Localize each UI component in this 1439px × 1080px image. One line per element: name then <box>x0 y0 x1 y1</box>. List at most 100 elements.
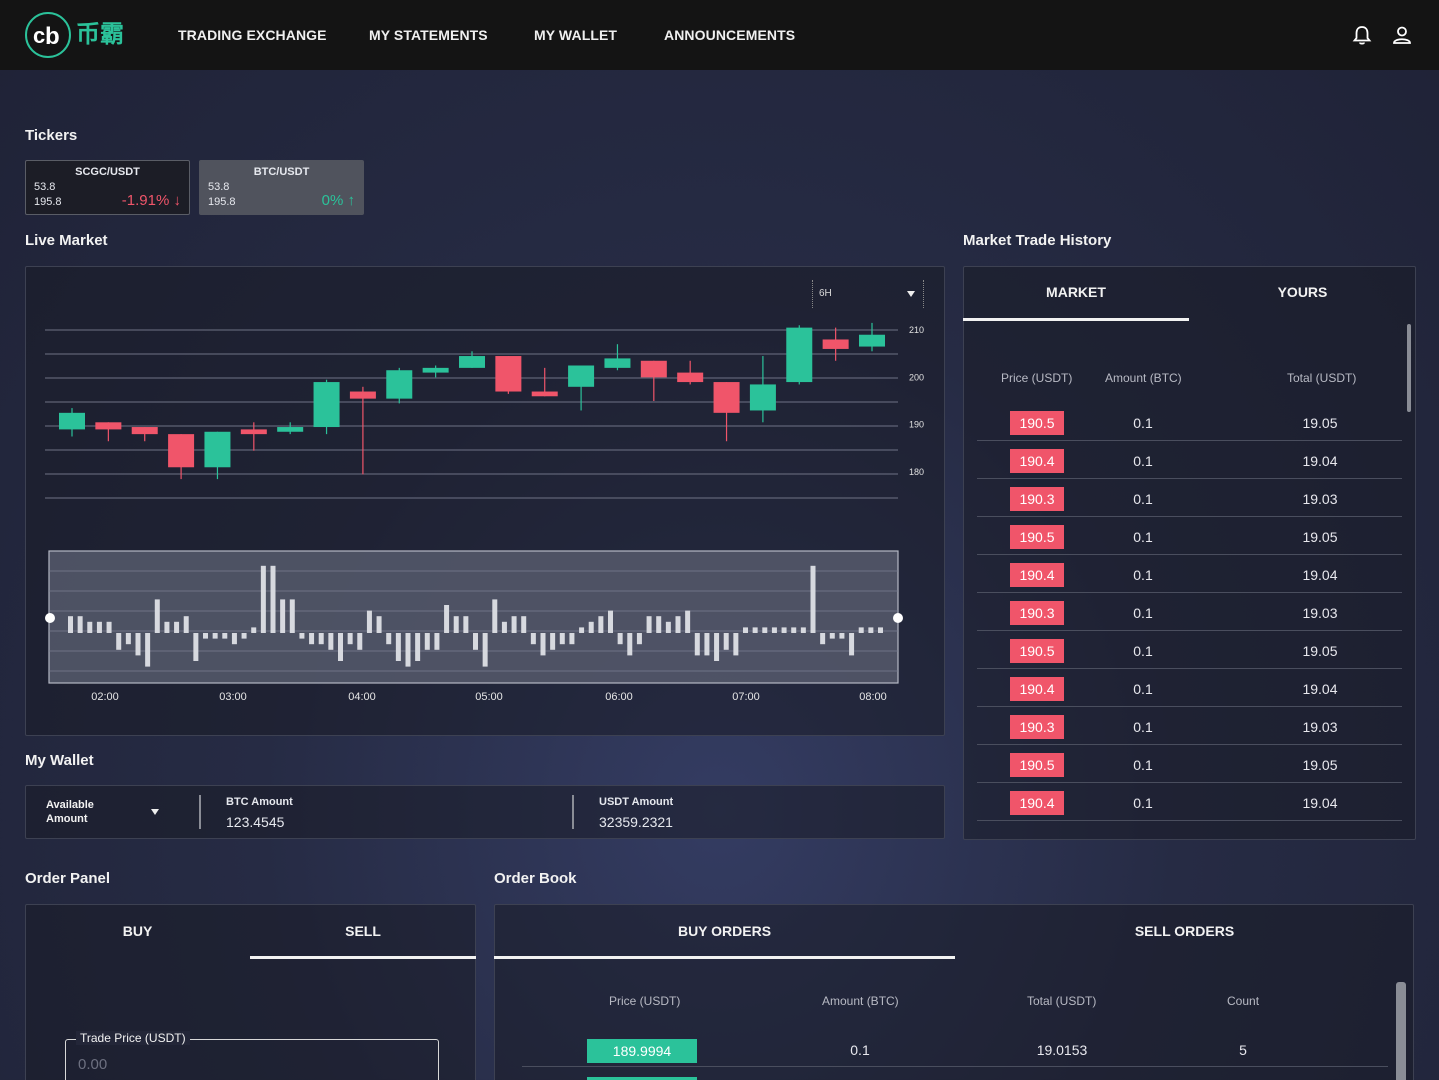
trade-amount: 0.1 <box>1133 529 1153 545</box>
chevron-down-icon <box>907 291 915 297</box>
trade-price-tag[interactable]: 190.4 <box>1010 449 1064 473</box>
tab-sell[interactable]: SELL <box>345 923 381 939</box>
divider <box>199 795 201 829</box>
active-tab-indicator <box>494 956 955 959</box>
wallet-panel <box>25 785 945 839</box>
trade-price-tag[interactable]: 190.3 <box>1010 487 1064 511</box>
btc-amount-value: 123.4545 <box>226 814 285 830</box>
tab-sell-orders[interactable]: SELL ORDERS <box>1134 923 1235 939</box>
row-divider <box>977 478 1402 479</box>
tab-buy-orders[interactable]: BUY ORDERS <box>677 923 772 939</box>
tab-yours[interactable]: YOURS <box>1277 284 1328 300</box>
trade-amount: 0.1 <box>1133 719 1153 735</box>
trade-amount: 0.1 <box>1133 757 1153 773</box>
live-market-title: Live Market <box>25 232 108 249</box>
column-header-amount: Amount (BTC) <box>1105 371 1182 385</box>
ticker-change: -1.91% ↓ <box>121 192 181 209</box>
bell-icon[interactable] <box>1351 24 1373 46</box>
ticker-card-scgc[interactable]: SCGC/USDT 53.8 195.8 -1.91% ↓ <box>25 160 190 215</box>
order-panel <box>25 904 476 1080</box>
live-market-panel <box>25 266 945 736</box>
row-divider <box>977 554 1402 555</box>
trade-amount: 0.1 <box>1133 491 1153 507</box>
trade-price-tag[interactable]: 190.5 <box>1010 753 1064 777</box>
trade-price-tag[interactable]: 190.5 <box>1010 411 1064 435</box>
trade-total: 19.03 <box>1302 719 1338 735</box>
order-amount: 0.1 <box>850 1042 870 1058</box>
row-divider <box>977 668 1402 669</box>
row-divider <box>977 630 1402 631</box>
tab-market[interactable]: MARKET <box>1046 284 1106 300</box>
column-header-price: Price (USDT) <box>609 994 681 1008</box>
trade-total: 19.04 <box>1302 795 1338 811</box>
nav-announcements[interactable]: ANNOUNCEMENTS <box>664 27 796 43</box>
ticker-low: 53.8 <box>208 181 230 193</box>
ticker-low: 53.8 <box>34 181 56 193</box>
interval-value: 6H <box>819 288 832 299</box>
usdt-amount-label: USDT Amount <box>599 796 674 808</box>
order-total: 19.0153 <box>1036 1042 1088 1058</box>
trade-total: 19.03 <box>1302 605 1338 621</box>
wallet-selector-label-line2: Amount <box>46 813 88 825</box>
trade-amount: 0.1 <box>1133 681 1153 697</box>
trade-price-tag[interactable]: 190.4 <box>1010 677 1064 701</box>
order-book-scrollbar[interactable] <box>1396 982 1406 1080</box>
trade-price-tag[interactable]: 190.3 <box>1010 715 1064 739</box>
chevron-down-icon <box>151 809 159 815</box>
tickers-title: Tickers <box>25 127 78 144</box>
trade-total: 19.04 <box>1302 567 1338 583</box>
trade-total: 19.04 <box>1302 453 1338 469</box>
trade-amount: 0.1 <box>1133 415 1153 431</box>
wallet-selector-label-line1: Available <box>46 799 94 811</box>
column-header-price: Price (USDT) <box>1001 371 1073 385</box>
column-header-total: Total (USDT) <box>1287 371 1357 385</box>
row-divider <box>977 440 1402 441</box>
row-divider <box>977 706 1402 707</box>
ticker-high: 195.8 <box>208 196 236 208</box>
ticker-card-btc[interactable]: BTC/USDT 53.8 195.8 0% ↑ <box>199 160 364 215</box>
row-divider <box>977 592 1402 593</box>
column-header-total: Total (USDT) <box>1027 994 1097 1008</box>
ticker-change: 0% ↑ <box>321 192 355 209</box>
trade-total: 19.05 <box>1302 415 1338 431</box>
top-navigation-bar: c b 币霸 TRADING EXCHANGE MY STATEMENTS MY… <box>0 0 1439 70</box>
trade-price-tag[interactable]: 190.3 <box>1010 601 1064 625</box>
brand-logo[interactable]: c b 币霸 <box>24 11 134 59</box>
user-profile-icon[interactable] <box>1391 24 1413 46</box>
trade-price-tag[interactable]: 190.4 <box>1010 563 1064 587</box>
trade-amount: 0.1 <box>1133 795 1153 811</box>
svg-text:b: b <box>45 23 60 50</box>
divider <box>572 795 574 829</box>
interval-dropdown[interactable]: 6H <box>812 280 924 308</box>
trade-price-tag[interactable]: 190.5 <box>1010 639 1064 663</box>
wallet-title: My Wallet <box>25 752 94 769</box>
trade-price-tag[interactable]: 190.5 <box>1010 525 1064 549</box>
trade-history-title: Market Trade History <box>963 232 1112 249</box>
order-count: 5 <box>1239 1042 1247 1058</box>
nav-my-wallet[interactable]: MY WALLET <box>534 27 618 43</box>
usdt-amount-value: 32359.2321 <box>599 814 673 830</box>
order-panel-title: Order Panel <box>25 870 111 887</box>
trade-price-field[interactable]: Trade Price (USDT) 0.00 <box>65 1031 439 1080</box>
trade-price-tag[interactable]: 190.4 <box>1010 791 1064 815</box>
nav-trading-exchange[interactable]: TRADING EXCHANGE <box>178 27 327 43</box>
order-price-tag[interactable]: 189.9994 <box>587 1039 697 1063</box>
trade-history-scrollbar[interactable] <box>1407 324 1411 412</box>
trade-amount: 0.1 <box>1133 453 1153 469</box>
trade-total: 19.04 <box>1302 681 1338 697</box>
wallet-amount-selector[interactable]: Available Amount <box>46 799 166 829</box>
row-divider <box>977 516 1402 517</box>
row-divider <box>977 782 1402 783</box>
trade-total: 19.05 <box>1302 757 1338 773</box>
order-price-tag[interactable] <box>587 1077 697 1080</box>
trade-amount: 0.1 <box>1133 643 1153 659</box>
tab-buy[interactable]: BUY <box>122 923 153 939</box>
svg-text:c: c <box>33 23 45 48</box>
nav-my-statements[interactable]: MY STATEMENTS <box>369 27 488 43</box>
row-divider <box>522 1066 1388 1067</box>
ticker-high: 195.8 <box>34 196 62 208</box>
trade-price-placeholder: 0.00 <box>78 1056 108 1073</box>
btc-amount-label: BTC Amount <box>226 796 293 808</box>
trade-amount: 0.1 <box>1133 605 1153 621</box>
trade-amount: 0.1 <box>1133 567 1153 583</box>
